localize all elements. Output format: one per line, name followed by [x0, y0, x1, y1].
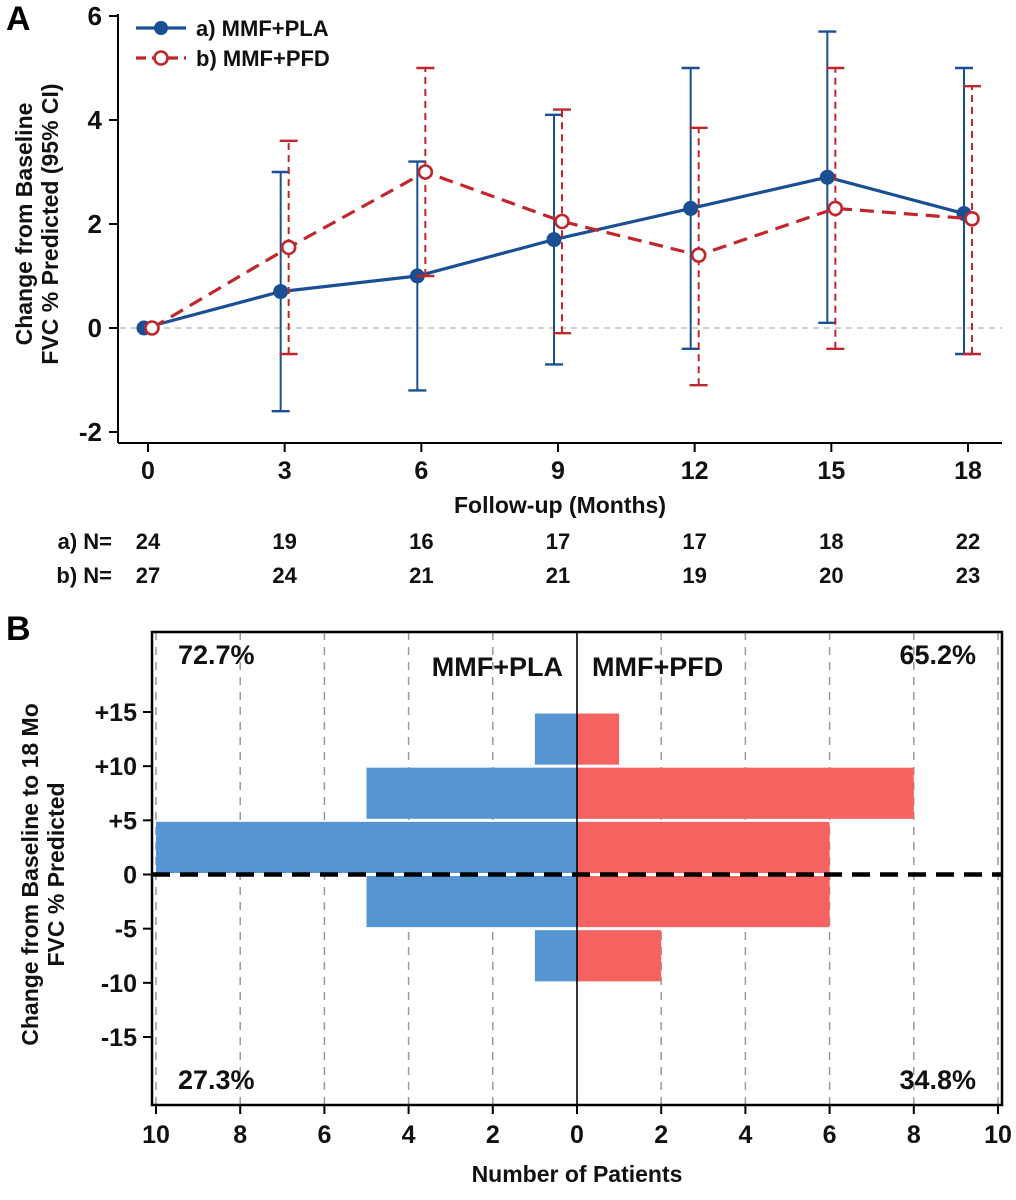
x-tick-label: 6 — [317, 1121, 331, 1149]
marker-b-mmf-pfd — [690, 247, 707, 263]
n-row-label: a) N= — [58, 529, 112, 554]
n-count: 19 — [682, 563, 706, 588]
y-tick-label: +5 — [108, 807, 137, 835]
y-tick-label: +15 — [95, 699, 138, 727]
y-tick-label: -5 — [115, 916, 137, 944]
pct-bottom-left: 27.3% — [178, 1065, 255, 1095]
panel-b-svg: +15 +10 +5 0 -5 -10 -15 10 8 6 4 2 0 2 4 6 8 10 Number of … — [17, 630, 1012, 1187]
bar-mmf-pla — [534, 930, 577, 982]
panel-a: A 6 4 2 0 -2 0 3 6 9 12 15 18 Follow-up (Months) Chan… — [6, 0, 1002, 588]
marker-a-mmf-pla — [273, 284, 289, 300]
x-tick-label: 0 — [570, 1121, 584, 1149]
legend-label: b) MMF+PFD — [196, 46, 330, 71]
n-count: 16 — [409, 529, 433, 554]
x-tick-label: 2 — [486, 1121, 500, 1149]
n-count: 17 — [682, 529, 706, 554]
pct-bottom-right: 34.8% — [899, 1065, 976, 1095]
y-tick-label: 2 — [88, 209, 102, 239]
n-count: 24 — [272, 563, 297, 588]
marker-a-mmf-pla — [819, 169, 835, 185]
n-count: 19 — [272, 529, 296, 554]
y-axis-title: FVC % Predicted — [43, 782, 69, 966]
marker-b-mmf-pfd — [964, 211, 980, 227]
marker-a-mmf-pla — [683, 200, 699, 216]
n-count: 21 — [409, 563, 433, 588]
x-tick-label: 0 — [141, 457, 155, 485]
marker-b-mmf-pfd — [554, 213, 570, 230]
y-tick-label: +10 — [95, 753, 137, 781]
x-tick-label: 10 — [984, 1121, 1012, 1149]
bar-mmf-pfd — [577, 821, 830, 873]
x-tick-label: 18 — [954, 457, 982, 485]
bar-mmf-pla — [156, 821, 577, 873]
pct-top-left: 72.7% — [178, 640, 255, 670]
marker-b-mmf-pfd — [280, 239, 297, 256]
y-tick-label: 4 — [88, 105, 103, 135]
marker-b-mmf-pfd — [417, 164, 434, 180]
y-tick-label: 6 — [88, 1, 102, 31]
y-tick-label: 0 — [88, 313, 102, 343]
x-tick-label: 3 — [278, 457, 292, 485]
panel-a-line-chart: 6 4 2 0 -2 0 3 6 9 12 15 18 Follow-up (Months) Change… — [11, 1, 1002, 588]
pct-top-right: 65.2% — [899, 640, 976, 670]
n-count: 17 — [546, 529, 570, 554]
bar-mmf-pla — [366, 876, 577, 928]
x-tick-label: 9 — [551, 457, 565, 485]
legend-marker — [154, 21, 168, 35]
legend-marker — [153, 50, 169, 66]
panel-b: B +15 +10 +5 0 -5 -10 -15 10 8 6 4 2 0 2 4 6 8 10 Number o… — [0, 610, 1016, 1200]
n-count: 18 — [819, 529, 843, 554]
x-tick-label: 15 — [817, 457, 845, 485]
bar-mmf-pla — [366, 767, 577, 819]
n-count: 20 — [819, 563, 843, 588]
n-count: 22 — [956, 529, 980, 554]
x-tick-label: 10 — [142, 1121, 170, 1149]
x-axis-title: Number of Patients — [472, 1161, 683, 1187]
panel-b-label: B — [6, 610, 31, 648]
y-tick-label: -15 — [101, 1024, 137, 1052]
y-axis-title: Change from Baseline to 18 Mo — [17, 703, 43, 1046]
n-count: 27 — [136, 563, 160, 588]
marker-a-mmf-pla — [546, 232, 562, 248]
marker-b-mmf-pfd — [827, 200, 844, 217]
n-count: 23 — [956, 563, 980, 588]
x-tick-label: 6 — [414, 457, 428, 485]
marker-b-mmf-pfd — [144, 320, 160, 336]
bar-mmf-pla — [534, 713, 577, 765]
bar-mmf-pfd — [577, 713, 620, 765]
n-count: 24 — [136, 529, 161, 554]
n-count: 21 — [546, 563, 570, 588]
bar-mmf-pfd — [577, 876, 830, 928]
panel-a-label: A — [6, 0, 31, 38]
y-tick-label: 0 — [123, 862, 137, 890]
x-axis-title: Follow-up (Months) — [454, 492, 666, 518]
y-axis-title: Change from Baseline — [11, 103, 37, 346]
y-tick-label: -10 — [101, 970, 137, 998]
legend-label: a) MMF+PLA — [196, 16, 329, 41]
bar-mmf-pfd — [577, 930, 662, 982]
x-tick-label: 2 — [654, 1121, 668, 1149]
x-tick-label: 8 — [907, 1121, 921, 1149]
group-label-mmf-pfd: MMF+PFD — [592, 652, 723, 682]
bar-mmf-pfd — [577, 767, 914, 819]
x-tick-label: 6 — [823, 1121, 837, 1149]
x-tick-label: 8 — [233, 1121, 247, 1149]
group-label-mmf-pla: MMF+PLA — [432, 652, 563, 682]
x-tick-label: 4 — [402, 1121, 416, 1149]
panel-b-histogram-chart: +15 +10 +5 0 -5 -10 -15 10 8 6 4 2 0 2 4 6 8 10 Number of … — [0, 610, 1016, 1200]
y-axis-title: FVC % Predicted (95% CI) — [37, 83, 63, 364]
y-tick-label: -2 — [79, 417, 102, 447]
n-row-label: b) N= — [56, 563, 112, 588]
x-tick-label: 4 — [738, 1121, 752, 1149]
x-tick-label: 12 — [681, 457, 709, 485]
